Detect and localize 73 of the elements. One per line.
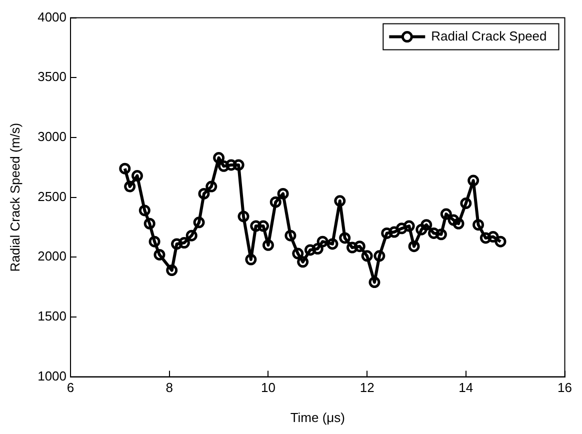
point [326,238,338,250]
y-tick-label: 1500 [38,308,67,324]
point [361,250,373,262]
point [148,236,160,248]
point [131,170,143,182]
legend-label: Radial Crack Speed [431,28,547,44]
point [468,174,480,186]
x-tick-label: 16 [558,380,572,396]
point [171,238,183,250]
point [304,244,316,256]
point [381,227,393,239]
point [178,237,190,249]
point [138,204,150,216]
x-tick-label: 10 [260,380,276,396]
point [408,240,420,252]
point [354,240,366,252]
point [284,230,296,242]
point [213,152,225,164]
point [270,196,282,208]
point [297,256,309,268]
point [206,180,218,192]
point [368,276,380,288]
point [232,159,244,171]
point [186,230,198,242]
point [334,195,346,207]
point [420,219,432,231]
point [396,222,408,234]
x-axis-title: Time (μs) [290,410,345,425]
point [448,214,460,226]
point [452,218,464,230]
x-tick-label: 14 [458,380,474,396]
y-tick-label: 4000 [38,9,67,24]
point [460,198,472,210]
point [238,210,250,222]
point [374,250,386,262]
point [487,231,499,243]
point [277,188,289,200]
y-tick-label: 2500 [38,188,67,204]
y-tick-label: 3500 [38,69,67,84]
point [472,219,484,231]
point [166,264,178,276]
point [124,180,136,192]
y-axis-title: Radial Crack Speed (m/s) [7,122,22,272]
point [403,220,415,232]
point [154,248,166,260]
y-tick-label: 3000 [38,129,67,144]
point [480,232,492,244]
point [292,248,304,260]
point [262,239,274,251]
point [119,162,131,174]
point [440,208,452,220]
point [312,243,324,255]
x-tick-label: 6 [66,380,74,396]
point [416,224,428,236]
point [346,242,358,254]
point [245,254,257,266]
point [494,236,506,248]
point [218,160,230,172]
point [388,226,400,238]
point [193,216,205,228]
point [339,232,351,244]
point [258,220,270,232]
point [316,236,328,248]
x-tick-label: 12 [360,380,374,396]
point [250,220,262,232]
point [428,227,440,239]
point [225,159,237,171]
point [435,228,447,240]
point [198,188,210,200]
y-tick-label: 2000 [38,248,67,264]
y-tick-label: 1000 [38,368,67,384]
point [144,218,156,230]
x-tick-label: 8 [166,380,173,396]
